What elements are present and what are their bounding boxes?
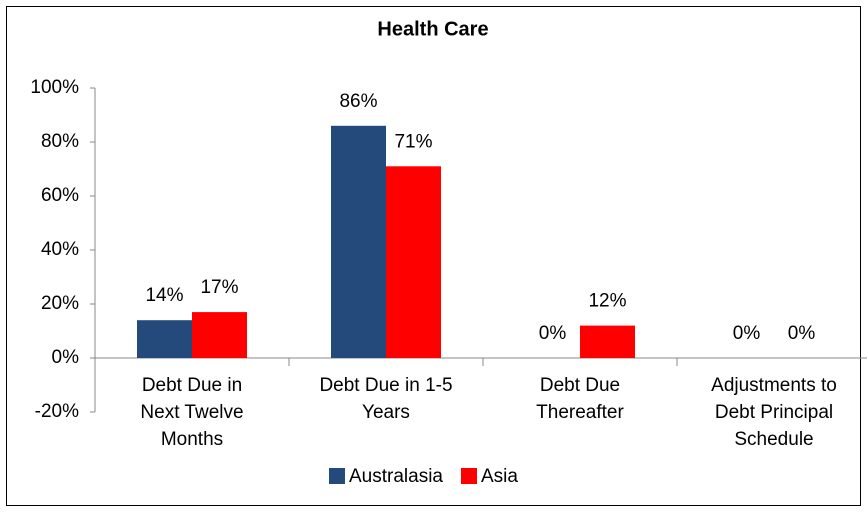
bar	[580, 325, 635, 358]
y-tick-label: 40%	[41, 239, 79, 260]
data-label: 12%	[588, 291, 626, 312]
data-label: 71%	[394, 131, 432, 152]
x-tick-label: Debt Due in 1-5 Years	[319, 375, 453, 423]
data-label: 0%	[733, 323, 761, 344]
legend-label: Australasia	[349, 466, 443, 487]
legend-label: Asia	[481, 466, 518, 487]
data-label: 0%	[539, 323, 567, 344]
y-tick-label: 60%	[41, 185, 79, 206]
bar	[386, 166, 441, 358]
chart-frame	[6, 6, 861, 506]
x-tick-label: Adjustments to Debt Principal Schedule	[711, 375, 837, 450]
data-label: 86%	[339, 91, 377, 112]
data-label: 17%	[200, 277, 238, 298]
y-tick-label: 20%	[41, 293, 79, 314]
bar	[331, 125, 386, 358]
x-tick-label: Debt Due in Next Twelve Months	[140, 375, 244, 450]
legend-swatch	[329, 468, 345, 484]
y-tick-label: 80%	[41, 131, 79, 152]
legend-swatch	[461, 468, 477, 484]
chart-title: Health Care	[377, 18, 488, 40]
bar	[137, 320, 192, 358]
y-tick-label: 100%	[30, 77, 79, 98]
y-tick-label: -20%	[35, 401, 79, 422]
bar	[192, 312, 247, 358]
x-tick-label: Debt Due Thereafter	[536, 375, 624, 423]
data-label: 0%	[788, 323, 816, 344]
y-tick-label: 0%	[52, 347, 80, 368]
data-label: 14%	[145, 285, 183, 306]
